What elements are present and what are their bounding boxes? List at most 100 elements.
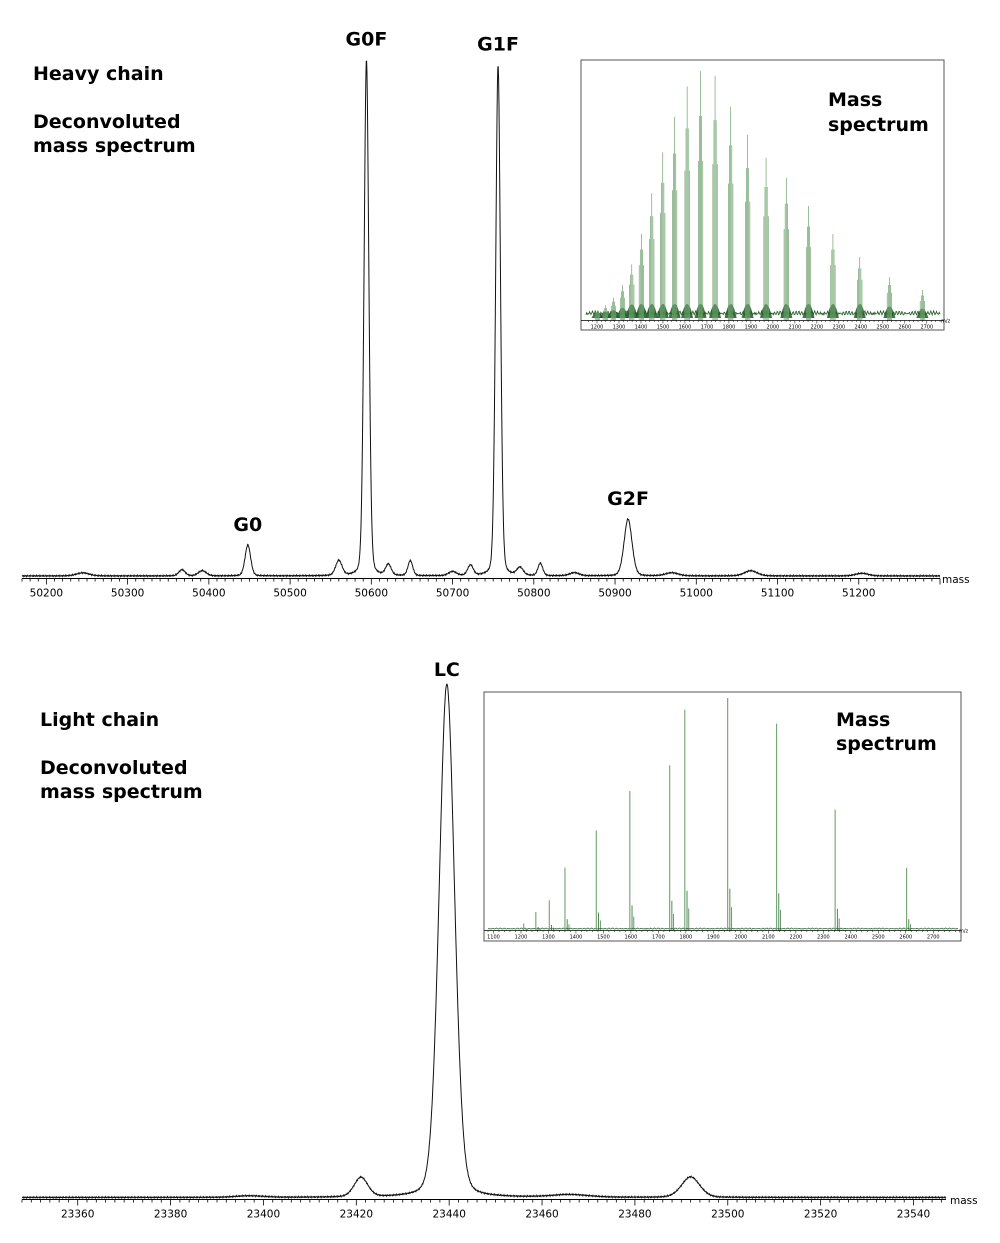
- heavy-inset-tick-label: 2400: [854, 325, 867, 331]
- heavy-inset-peak-14: [760, 157, 773, 321]
- heavy-tick-label: 51100: [761, 588, 794, 600]
- light-inset-peak-3: [564, 867, 570, 931]
- heavy-inset-peak-2: [607, 297, 620, 321]
- light-tick-label: 23540: [897, 1209, 930, 1221]
- heavy-title-line-3: mass spectrum: [33, 135, 196, 157]
- light-inset-x-axis-label: m/z: [959, 929, 969, 935]
- light-title-line-3: mass spectrum: [40, 781, 203, 803]
- heavy-peak-label-g1f: G1F: [477, 34, 519, 56]
- light-inset-peak-7: [684, 709, 690, 931]
- heavy-inset-title-line-1: Mass: [828, 89, 882, 111]
- light-tick-label: 23480: [618, 1209, 651, 1221]
- heavy-chain-panel: Heavy chain Deconvoluted mass spectrum 5…: [21, 28, 970, 600]
- light-x-ticks: 23360 23380 23400 23420 23440 23460 23480 23500…: [21, 1199, 942, 1221]
- heavy-inset-peak-4: [625, 264, 638, 321]
- light-tick-label: 23360: [61, 1209, 94, 1221]
- light-inset-tick-label: 2100: [762, 935, 775, 941]
- heavy-inset-peak-10: [694, 71, 707, 321]
- heavy-peak-labels: G0 G0F G1F G2F: [233, 28, 649, 536]
- light-inset-tick-label: 1500: [597, 935, 610, 941]
- heavy-inset-tick-label: 2600: [898, 325, 911, 331]
- heavy-inset: 1200 1300 1400 1500 1600 1700 1800 1900 2000 2100…: [580, 59, 951, 331]
- heavy-plot-area: [21, 60, 941, 578]
- light-inset-tick-label: 1900: [707, 935, 720, 941]
- light-peak-label-lc: LC: [434, 659, 460, 681]
- heavy-inset-peak-8: [668, 116, 681, 321]
- heavy-inset-tick-label: 2300: [832, 325, 845, 331]
- light-title-line-2: Deconvoluted: [40, 757, 188, 779]
- heavy-title-line-1: Heavy chain: [33, 63, 164, 85]
- heavy-inset-tick-label: 1300: [613, 325, 626, 331]
- light-chain-panel: Light chain Deconvoluted mass spectrum 2…: [21, 659, 978, 1221]
- light-inset-title-line-2: spectrum: [836, 733, 937, 755]
- heavy-tick-label: 50400: [192, 588, 225, 600]
- light-inset-tick-label: 2600: [899, 935, 912, 941]
- light-inset-peak-6: [669, 765, 675, 931]
- heavy-inset-tick-label: 1800: [723, 325, 736, 331]
- light-inset-tick-label: 2200: [789, 935, 802, 941]
- heavy-inset-peak-6: [645, 193, 658, 321]
- heavy-inset-peak-12: [724, 106, 737, 321]
- light-title-line-1: Light chain: [40, 709, 159, 731]
- heavy-tick-label: 50700: [436, 588, 469, 600]
- light-inset-tick-label: 1100: [487, 935, 500, 941]
- light-spectrum-trace: [21, 683, 947, 1200]
- heavy-peak-label-g2f: G2F: [607, 488, 649, 510]
- heavy-tick-label: 50200: [30, 588, 63, 600]
- light-inset-tick-label: 1800: [680, 935, 693, 941]
- light-inset-peak-9: [776, 723, 781, 931]
- heavy-inset-peak-7: [656, 152, 669, 321]
- heavy-inset-tick-label: 2700: [920, 325, 933, 331]
- heavy-x-axis-label: mass: [942, 574, 970, 586]
- heavy-inset-peak-16: [802, 205, 815, 321]
- light-inset-peak-8: [727, 698, 733, 931]
- heavy-inset-x-ticks: 1200 1300 1400 1500 1600 1700 1800 1900 2000 2100…: [587, 319, 951, 331]
- light-inset-tick-label: 1300: [542, 935, 555, 941]
- heavy-peak-label-g0: G0: [233, 514, 262, 536]
- light-peak-labels: LC: [434, 659, 460, 681]
- light-inset: 1100 1200 1300 1400 1500 1600 1700 1800 1900 2000…: [483, 691, 969, 942]
- heavy-inset-tick-label: 2200: [811, 325, 824, 331]
- heavy-inset-plot: [585, 71, 941, 321]
- light-inset-tick-label: 2400: [844, 935, 857, 941]
- light-inset-tick-label: 2700: [927, 935, 940, 941]
- light-inset-tick-label: 1700: [652, 935, 665, 941]
- light-inset-peak-5: [629, 791, 635, 931]
- heavy-inset-tick-label: 1900: [745, 325, 758, 331]
- heavy-inset-title-line-2: spectrum: [828, 114, 929, 136]
- heavy-inset-peak-9: [681, 86, 694, 321]
- light-inset-peak-4: [595, 830, 601, 931]
- heavy-tick-label: 50800: [517, 588, 550, 600]
- light-inset-tick-label: 1200: [515, 935, 528, 941]
- light-inset-peak-10: [834, 809, 840, 931]
- heavy-inset-peak-13: [741, 134, 754, 321]
- light-inset-peak-2: [548, 900, 554, 931]
- light-tick-label: 23400: [247, 1209, 280, 1221]
- heavy-inset-x-axis-label: m/z: [941, 319, 951, 325]
- heavy-peak-label-g0f: G0F: [346, 28, 388, 50]
- heavy-inset-tick-label: 1700: [701, 325, 714, 331]
- light-tick-label: 23380: [154, 1209, 187, 1221]
- heavy-inset-peak-11: [709, 76, 722, 321]
- heavy-title-line-2: Deconvoluted: [33, 111, 181, 133]
- heavy-inset-peak-20: [916, 289, 929, 321]
- heavy-tick-label: 51000: [680, 588, 713, 600]
- heavy-inset-tick-label: 1600: [679, 325, 692, 331]
- light-plot-area: [21, 683, 947, 1200]
- light-tick-label: 23520: [804, 1209, 837, 1221]
- light-inset-tick-label: 2000: [734, 935, 747, 941]
- light-inset-tick-label: 1400: [570, 935, 583, 941]
- light-inset-tick-label: 1600: [625, 935, 638, 941]
- heavy-tick-label: 51200: [842, 588, 875, 600]
- light-x-axis-label: mass: [950, 1195, 978, 1207]
- light-inset-tick-label: 2500: [872, 935, 885, 941]
- heavy-inset-peak-19: [883, 277, 896, 321]
- heavy-inset-peak-15: [780, 177, 793, 321]
- heavy-inset-peak-18: [853, 256, 866, 321]
- heavy-spectrum-trace: [21, 60, 941, 578]
- light-inset-title-line-1: Mass: [836, 709, 890, 731]
- light-inset-plot: [487, 698, 959, 931]
- heavy-tick-label: 50300: [111, 588, 144, 600]
- light-inset-x-ticks: 1100 1200 1300 1400 1500 1600 1700 1800 1900 2000…: [487, 929, 968, 941]
